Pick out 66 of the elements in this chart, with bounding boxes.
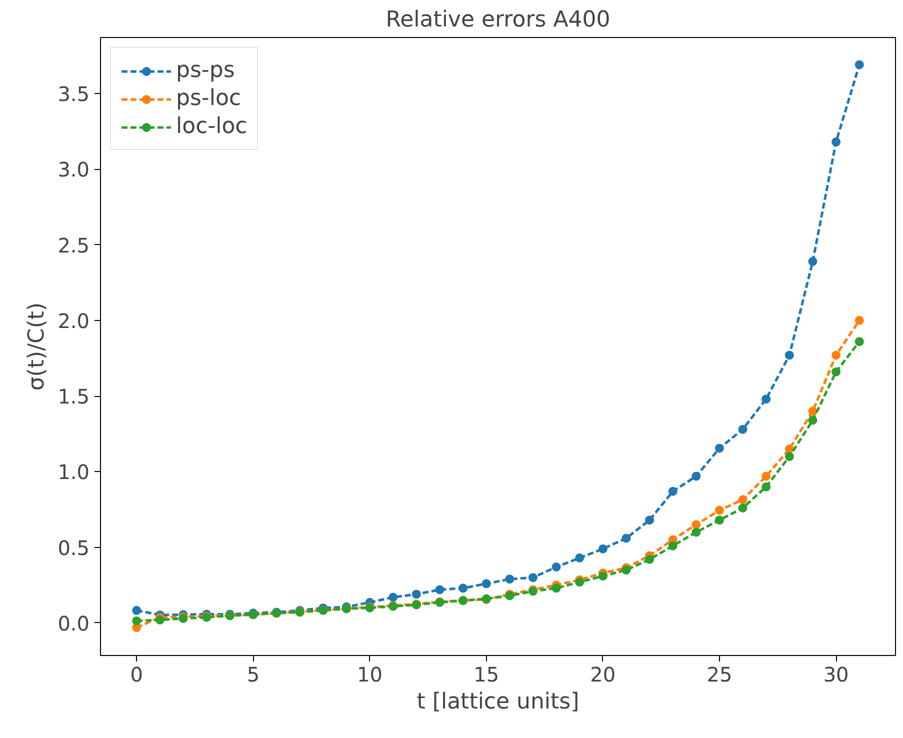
- y-tick-label: 1.5: [58, 384, 90, 409]
- point: [645, 516, 654, 525]
- legend-label: ps-loc: [176, 86, 242, 111]
- point: [132, 616, 142, 626]
- x-tick-label: 10: [357, 662, 383, 686]
- chart-title: Relative errors A400: [386, 8, 610, 32]
- point: [808, 256, 818, 266]
- point: [482, 579, 491, 588]
- point: [388, 592, 398, 602]
- point: [505, 574, 514, 584]
- x-tick-label: 5: [246, 662, 260, 686]
- y-tick-label: 3.5: [58, 82, 90, 106]
- point: [738, 424, 748, 434]
- point: [762, 472, 771, 481]
- point: [622, 534, 631, 543]
- point: [784, 452, 794, 462]
- point: [645, 554, 654, 564]
- y-tick-label: 0.0: [58, 611, 90, 636]
- legend-label: ps-ps: [176, 58, 235, 83]
- point: [458, 584, 468, 593]
- x-tick-label: 30: [823, 662, 849, 686]
- y-axis-title: σ(t)/C(t): [24, 302, 50, 391]
- x-tick-label: 0: [130, 662, 144, 686]
- y-tick-label: 0.5: [58, 536, 90, 560]
- point: [832, 350, 841, 360]
- point: [714, 444, 724, 453]
- x-tick-label: 25: [706, 662, 732, 686]
- legend-label: loc-loc: [176, 114, 248, 139]
- x-axis-title: t [lattice units]: [416, 690, 580, 714]
- point: [714, 516, 724, 525]
- y-tick-label: 3.0: [58, 158, 90, 182]
- point: [854, 337, 864, 346]
- point: [668, 541, 678, 550]
- point: [132, 606, 142, 615]
- y-tick-label: 2.5: [58, 233, 90, 258]
- point: [412, 590, 421, 599]
- point: [575, 553, 584, 562]
- point: [808, 416, 818, 425]
- point: [598, 544, 608, 554]
- y-tick-label: 2.0: [58, 308, 90, 333]
- y-tick-label: 1.0: [58, 460, 90, 484]
- point: [692, 520, 701, 530]
- point: [738, 504, 748, 512]
- point: [808, 406, 818, 416]
- point: [784, 350, 794, 360]
- point: [762, 394, 771, 404]
- point: [714, 506, 724, 515]
- point: [692, 528, 701, 537]
- point: [435, 585, 444, 594]
- point: [575, 578, 584, 587]
- point: [854, 316, 864, 325]
- x-tick-label: 20: [590, 662, 616, 686]
- point: [528, 573, 538, 582]
- point: [552, 584, 561, 593]
- point: [832, 367, 841, 376]
- point: [155, 615, 164, 624]
- point: [552, 562, 561, 572]
- point: [832, 137, 841, 146]
- point: [622, 566, 631, 575]
- point: [854, 60, 864, 70]
- x-tick-label: 15: [474, 662, 500, 686]
- point: [762, 482, 771, 492]
- point: [598, 572, 608, 581]
- point: [738, 495, 748, 504]
- point: [692, 472, 701, 481]
- point: [668, 486, 678, 496]
